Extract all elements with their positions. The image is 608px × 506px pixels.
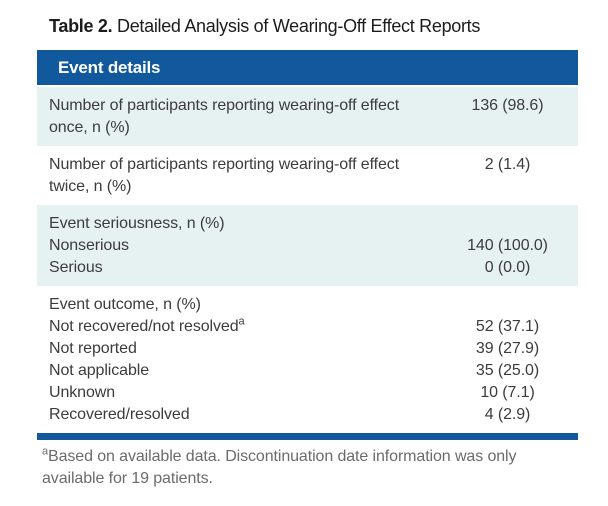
- table-row: Event outcome, n (%): [37, 294, 578, 316]
- row-label-text: Not recovered/not resolved: [49, 318, 239, 335]
- row-label-line1: Number of participants reporting wearing…: [49, 156, 400, 173]
- row-label: Nonserious: [37, 235, 437, 257]
- row-label: Recovered/resolved: [37, 404, 437, 426]
- row-label-line2: once, n (%): [49, 119, 130, 136]
- row-label: Event seriousness, n (%): [37, 213, 437, 235]
- table-row: Unknown 10 (7.1): [37, 382, 578, 404]
- table-row: Not applicable 35 (25.0): [37, 360, 578, 382]
- footnote-line1: Based on available data. Discontinuation…: [48, 448, 517, 465]
- row-value: 140 (100.0): [467, 237, 548, 254]
- row-label-text: Unknown: [49, 384, 116, 401]
- table-section-twice: Number of participants reporting wearing…: [37, 146, 578, 205]
- table-bottom-rule: [37, 433, 578, 440]
- table-row: Nonserious 140 (100.0): [37, 235, 578, 257]
- table-row: Not recovered/not resolveda 52 (37.1): [37, 316, 578, 338]
- table-header-label: Event details: [58, 58, 161, 77]
- row-label-line2: twice, n (%): [49, 178, 132, 195]
- table-section-seriousness: Event seriousness, n (%) Nonserious 140 …: [37, 205, 578, 286]
- table-section-outcome: Event outcome, n (%) Not recovered/not r…: [37, 286, 578, 433]
- row-label: Not applicable: [37, 360, 437, 382]
- table-section-once: Number of participants reporting wearing…: [37, 87, 578, 146]
- row-label: Unknown: [37, 382, 437, 404]
- table-title-text: Detailed Analysis of Wearing-Off Effect …: [117, 16, 481, 36]
- page-title: Table 2. Detailed Analysis of Wearing-Of…: [49, 15, 578, 37]
- row-label: Number of participants reporting wearing…: [37, 154, 437, 198]
- footnote-line2: available for 19 patients.: [42, 470, 213, 487]
- footnote-marker-ref: a: [238, 315, 245, 328]
- row-value: 2 (1.4): [484, 156, 531, 173]
- table-number-label: Table 2.: [49, 16, 113, 36]
- row-label-text: Not applicable: [49, 362, 149, 379]
- table-row: Serious 0 (0.0): [37, 257, 578, 279]
- row-label: Serious: [37, 257, 437, 279]
- row-label-text: Nonserious: [49, 237, 129, 254]
- table-row: Recovered/resolved 4 (2.9): [37, 404, 578, 426]
- footnote: aBased on available data. Discontinuatio…: [42, 446, 578, 490]
- footnote-marker: a: [42, 445, 49, 458]
- row-value: 52 (37.1): [475, 318, 540, 335]
- row-value: 39 (27.9): [475, 340, 540, 357]
- table-row: Not reported 39 (27.9): [37, 338, 578, 360]
- row-label-text: Recovered/resolved: [49, 406, 190, 423]
- row-label: Number of participants reporting wearing…: [37, 95, 437, 139]
- row-value: 35 (25.0): [475, 362, 540, 379]
- row-value: 4 (2.9): [484, 406, 531, 423]
- table-row: Event seriousness, n (%): [37, 213, 578, 235]
- row-value: 10 (7.1): [480, 384, 535, 401]
- section-heading: Event seriousness, n (%): [49, 215, 225, 232]
- row-label-text: Serious: [49, 259, 103, 276]
- row-value: 0 (0.0): [484, 259, 531, 276]
- row-label: Not reported: [37, 338, 437, 360]
- table-row: Number of participants reporting wearing…: [37, 154, 578, 198]
- row-label: Event outcome, n (%): [37, 294, 437, 316]
- table-row: Number of participants reporting wearing…: [37, 95, 578, 139]
- section-heading: Event outcome, n (%): [49, 296, 201, 313]
- row-label-text: Not reported: [49, 340, 137, 357]
- table-header-bar: Event details: [37, 50, 578, 85]
- row-label: Not recovered/not resolveda: [37, 316, 437, 338]
- row-value: 136 (98.6): [471, 97, 544, 114]
- row-label-line1: Number of participants reporting wearing…: [49, 97, 400, 114]
- page: Table 2. Detailed Analysis of Wearing-Of…: [37, 15, 578, 490]
